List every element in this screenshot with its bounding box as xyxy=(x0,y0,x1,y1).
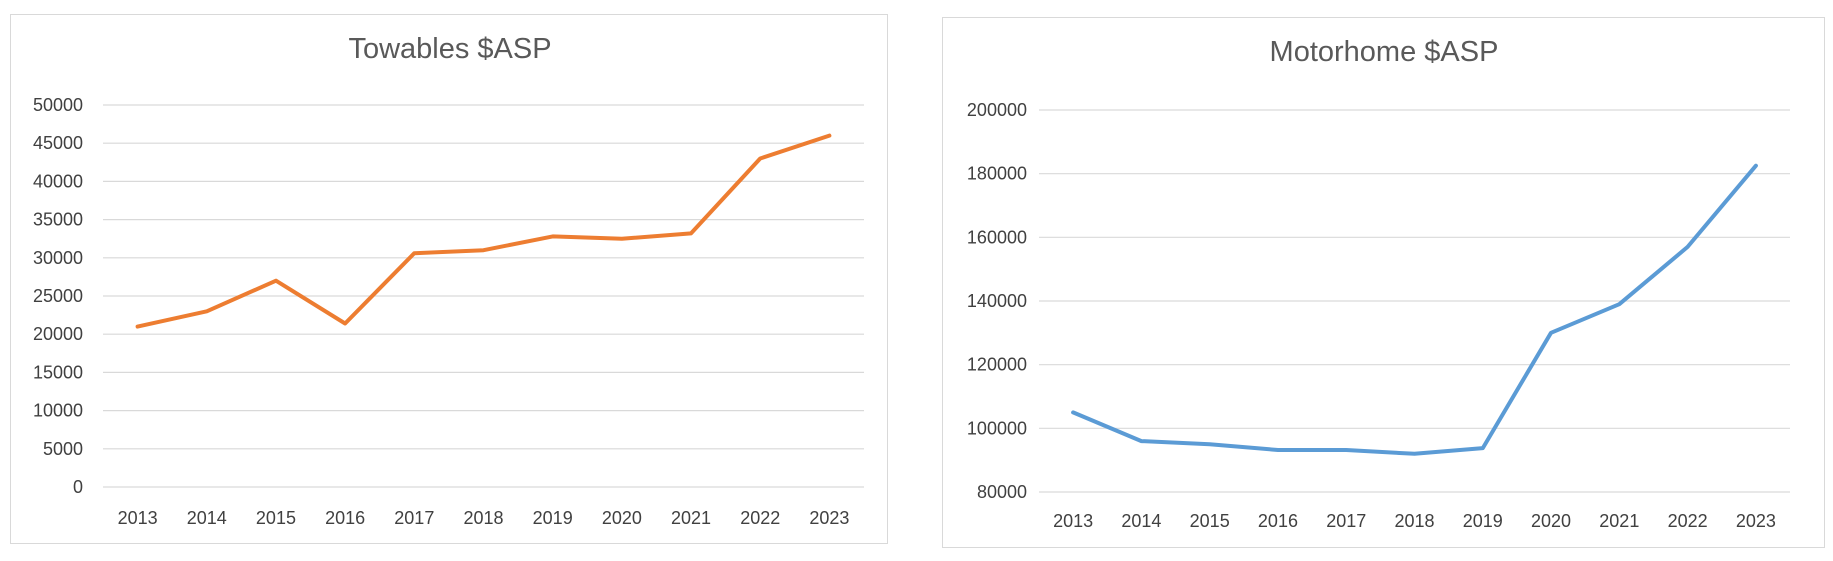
y-tick-label: 80000 xyxy=(977,482,1027,502)
x-tick-label: 2020 xyxy=(1531,511,1571,531)
y-tick-label: 30000 xyxy=(33,248,83,268)
towables-chart-panel: Towables $ASP 0 5000 10000 15000 20000 25000 3… xyxy=(10,14,888,544)
y-tick-label: 35000 xyxy=(33,210,83,230)
x-tick-label: 2022 xyxy=(740,508,780,528)
x-tick-label: 2018 xyxy=(1394,511,1434,531)
x-tick-label: 2020 xyxy=(602,508,642,528)
y-tick-label: 15000 xyxy=(33,362,83,382)
x-tick-label: 2016 xyxy=(1258,511,1298,531)
y-tick-label: 200000 xyxy=(967,100,1027,120)
y-tick-label: 180000 xyxy=(967,164,1027,184)
series-line xyxy=(1071,163,1758,456)
x-tick-label: 2018 xyxy=(463,508,503,528)
y-tick-label: 45000 xyxy=(33,133,83,153)
y-tick-label: 120000 xyxy=(967,355,1027,375)
towables-chart: Towables $ASP 0 5000 10000 15000 20000 25000 3… xyxy=(33,33,864,528)
x-tick-label: 2023 xyxy=(1736,511,1776,531)
x-tick-label: 2021 xyxy=(671,508,711,528)
x-tick-label: 2023 xyxy=(809,508,849,528)
x-tick-label: 2017 xyxy=(394,508,434,528)
x-tick-label: 2017 xyxy=(1326,511,1366,531)
x-tick-label: 2021 xyxy=(1599,511,1639,531)
series-line xyxy=(135,133,832,329)
chart-title: Motorhome $ASP xyxy=(1270,36,1499,68)
y-tick-label: 25000 xyxy=(33,286,83,306)
y-tick-label: 10000 xyxy=(33,401,83,421)
chart-title: Towables $ASP xyxy=(348,33,551,65)
y-tick-label: 40000 xyxy=(33,171,83,191)
y-tick-label: 0 xyxy=(73,477,83,497)
y-tick-label: 140000 xyxy=(967,291,1027,311)
y-tick-label: 160000 xyxy=(967,227,1027,247)
x-tick-label: 2022 xyxy=(1668,511,1708,531)
x-tick-label: 2016 xyxy=(325,508,365,528)
x-tick-label: 2013 xyxy=(118,508,158,528)
y-tick-label: 50000 xyxy=(33,95,83,115)
x-tick-label: 2013 xyxy=(1053,511,1093,531)
x-tick-label: 2019 xyxy=(1463,511,1503,531)
y-tick-label: 100000 xyxy=(967,418,1027,438)
x-tick-label: 2019 xyxy=(533,508,573,528)
x-tick-label: 2014 xyxy=(1121,511,1161,531)
y-tick-label: 20000 xyxy=(33,324,83,344)
x-tick-label: 2015 xyxy=(1190,511,1230,531)
motorhome-chart-panel: Motorhome $ASP 80000 100000 120000 140000 16… xyxy=(942,17,1825,548)
x-tick-label: 2014 xyxy=(187,508,227,528)
motorhome-chart: Motorhome $ASP 80000 100000 120000 140000 16… xyxy=(967,36,1790,531)
x-tick-label: 2015 xyxy=(256,508,296,528)
y-tick-label: 5000 xyxy=(43,439,83,459)
